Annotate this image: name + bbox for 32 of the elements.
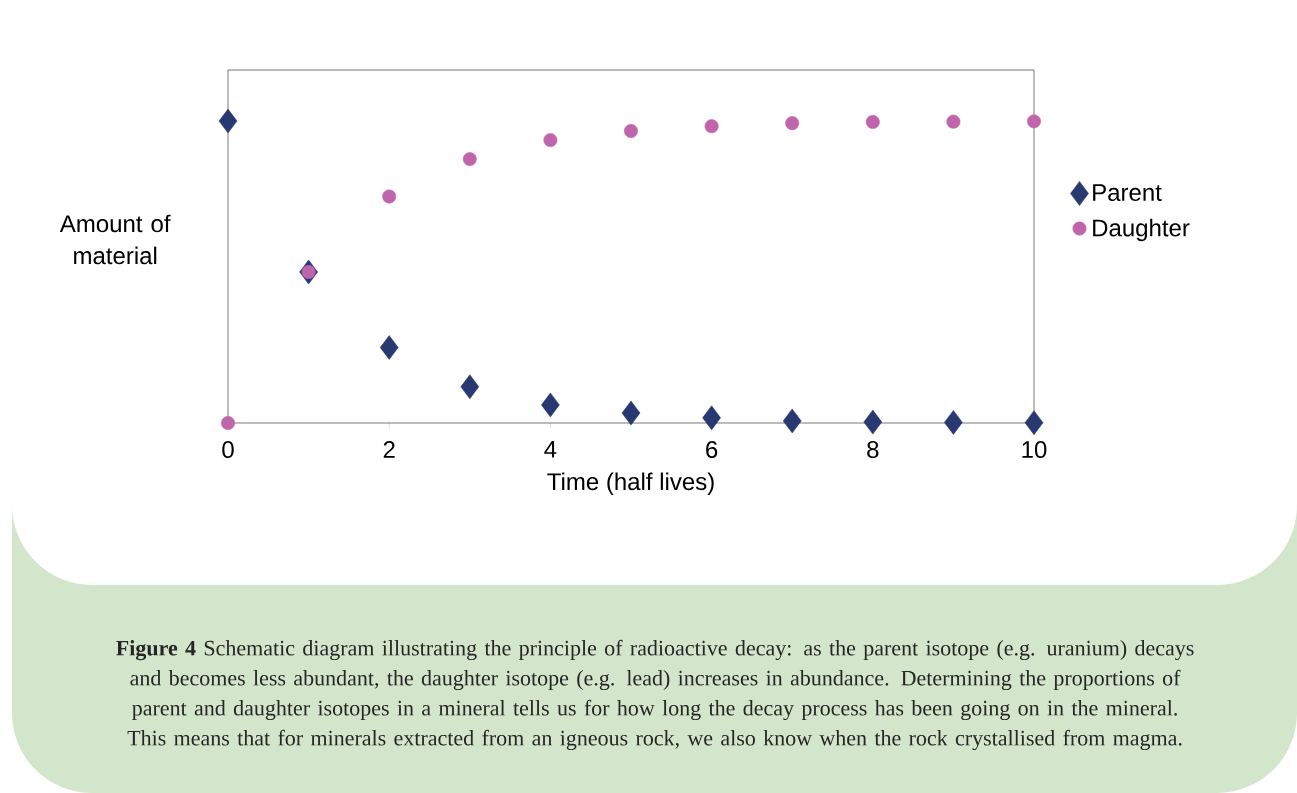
- point: [218, 108, 238, 134]
- point: [221, 416, 235, 430]
- point: [1027, 114, 1041, 129]
- y-axis-title: Amount of material: [59, 214, 171, 265]
- point: [782, 408, 802, 434]
- x-tick-label: 6: [706, 441, 718, 459]
- point: [379, 335, 399, 360]
- point: [543, 133, 558, 147]
- point: [946, 114, 961, 129]
- point: [301, 265, 316, 279]
- point: [541, 392, 560, 418]
- point: [863, 409, 883, 435]
- point: [462, 152, 477, 167]
- point: [382, 189, 397, 204]
- point: [624, 124, 638, 138]
- point: [944, 410, 963, 435]
- x-axis-title: Time (half lives): [547, 472, 714, 495]
- point: [1024, 410, 1044, 435]
- point: [621, 400, 641, 426]
- point: [785, 116, 800, 131]
- point: [702, 405, 721, 431]
- x-tick-label: 10: [1022, 441, 1047, 459]
- point: [460, 374, 480, 400]
- x-tick-label: 4: [544, 441, 557, 458]
- legend-label: Parent: [1093, 184, 1162, 201]
- x-tick-label: 8: [867, 441, 879, 459]
- x-tick-label: 2: [383, 441, 395, 458]
- point: [704, 119, 719, 134]
- x-tick-label: 0: [222, 441, 234, 459]
- legend-label: Daughter: [1093, 218, 1190, 242]
- point: [865, 115, 880, 129]
- text: Figure 4 Schematic diagram illustrating the principle of radioactive decay: as the parent isotope (e.g. uranium) decays and becomes less abundant, the daughter isotope (e.g. lead) increases in abundance. Determining the proportions of parent and daughter isotopes in a mineral tells us for how long the decay process has been going on in the mineral. This means that for minerals extracted from an igneous rock, we also know when the rock crystallised from magma.: [116, 639, 1194, 751]
